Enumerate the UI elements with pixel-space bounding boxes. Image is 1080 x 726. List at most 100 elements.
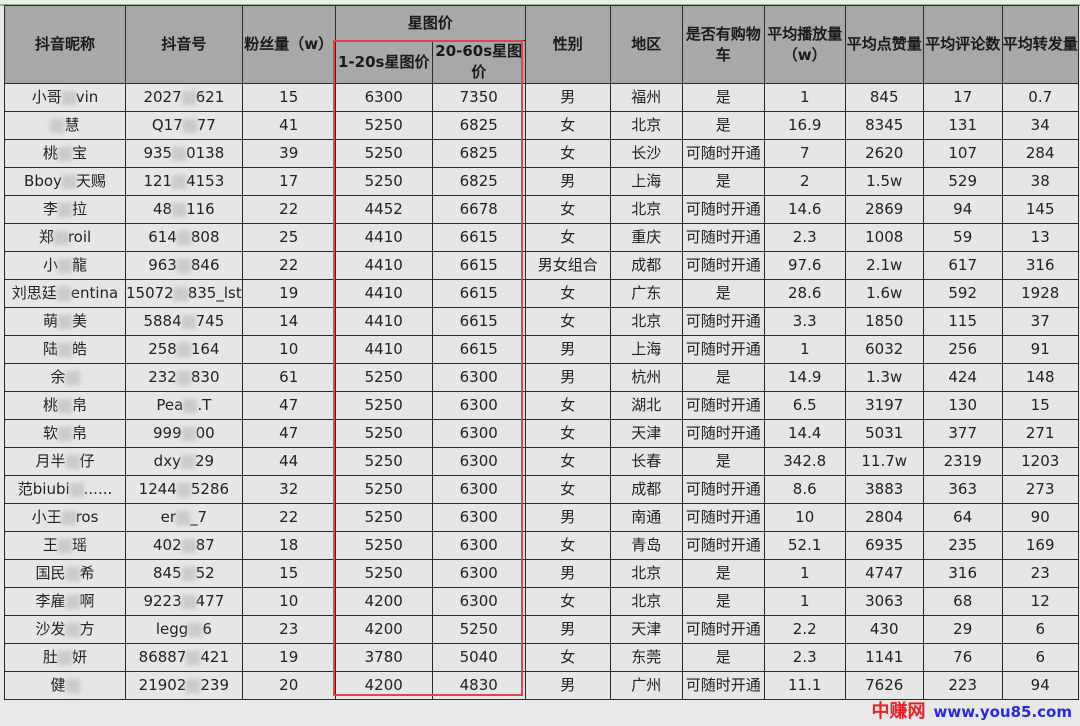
text-suffix: .T: [197, 396, 212, 414]
cell-nickname: 陆皓: [4, 335, 126, 364]
blurred-redaction: [186, 650, 201, 665]
text-suffix: vin: [75, 88, 99, 106]
cell-avg-play: 52.1: [763, 531, 846, 560]
text-prefix: 232: [148, 368, 177, 386]
text-suffix: 慧: [64, 116, 80, 134]
text-prefix: 121: [143, 172, 173, 190]
blurred-redaction: [65, 594, 80, 609]
cell-nickname: 李雇啊: [4, 587, 126, 616]
blurred-redaction: [65, 454, 80, 469]
text-prefix: 963: [148, 256, 177, 274]
text-prefix: 86887: [138, 648, 187, 666]
header-price-1-20s: 1-20s星图价: [334, 40, 433, 84]
text-suffix: 835_lst: [187, 284, 242, 302]
blurred-redaction: [186, 678, 201, 693]
text-suffix: 6: [202, 620, 212, 638]
cell-account: 232 830: [125, 363, 243, 392]
cell-price-1-20s: 4452: [334, 195, 433, 224]
blurred-redaction: [181, 594, 196, 609]
blurred-redaction: [65, 566, 80, 581]
blurred-redaction: [58, 146, 72, 161]
table-row: 小王 ros er _7 22 5250 6300 男南通 可随时开通 10 2804 64 90: [4, 503, 1079, 532]
header-account: 抖音号: [125, 5, 243, 84]
cell-avg-comment: 617: [922, 251, 1003, 280]
cell-region: 南通: [609, 503, 683, 532]
cell-nickname: 月半仔: [4, 447, 126, 476]
cell-account: Q17 77: [125, 111, 243, 140]
cell-price-20-60s: 6300: [431, 447, 526, 476]
cell-nickname: 萌美: [4, 307, 126, 336]
cell-price-1-20s: 5250: [334, 447, 433, 476]
blurred-redaction: [183, 398, 198, 413]
blurred-redaction: [58, 258, 72, 273]
text-suffix: 846: [190, 256, 220, 274]
cell-avg-play: 28.6: [763, 279, 846, 308]
text-prefix: 21902: [138, 676, 187, 694]
table-row: 健 21902 239 20 4200 4830 男广州 可随时开通 11.1 7626 223 94: [4, 671, 1079, 700]
cell-avg-share: 0.7: [1001, 83, 1079, 112]
table-row: Bboy 天赐 121 4153 17 5250 6825 男上海是 2 1.5w 529 38: [4, 167, 1079, 196]
text-prefix: 999: [152, 424, 182, 442]
header-avg-like: 平均点赞量: [844, 5, 924, 84]
table-row: 桃帛 Pea .T 47 5250 6300 女湖北 可随时开通 6.5 3197 130 15: [4, 391, 1079, 420]
cell-avg-comment: 592: [922, 279, 1003, 308]
blurred-redaction: [58, 650, 72, 665]
cell-avg-share: 1928: [1001, 279, 1079, 308]
cell-avg-like: 4747: [844, 559, 924, 588]
cell-avg-play: 14.6: [763, 195, 846, 224]
cell-avg-like: 1008: [844, 223, 924, 252]
text-suffix: 希: [79, 564, 95, 582]
table-row: 小哥 vin 2027 621 15 6300 7350 男福州是 1 845 17 0.7: [4, 83, 1079, 112]
cell-avg-comment: 223: [922, 671, 1003, 700]
cell-price-1-20s: 5250: [334, 503, 433, 532]
cell-cart: 是: [681, 279, 765, 308]
cell-gender: 女: [524, 475, 611, 504]
cell-account: legg 6: [125, 615, 243, 644]
blurred-redaction: [58, 202, 72, 217]
cell-region: 青岛: [609, 531, 683, 560]
cell-price-1-20s: 4200: [334, 671, 433, 700]
blurred-redaction: [176, 370, 191, 385]
text-prefix: 48: [152, 200, 173, 218]
text-suffix: roil: [67, 228, 92, 246]
cell-account: 48 116: [125, 195, 243, 224]
text-prefix: Bboy: [24, 172, 62, 190]
cell-nickname: 健: [4, 671, 126, 700]
cell-account: dxy 29: [125, 447, 243, 476]
cell-gender: 女: [524, 279, 611, 308]
blurred-redaction: [176, 482, 191, 497]
text-suffix: 宝: [72, 144, 88, 162]
text-suffix: 天赐: [75, 172, 106, 190]
cell-price-1-20s: 5250: [334, 167, 433, 196]
table-row: 桃宝 935 0138 39 5250 6825 女长沙 可随时开通 7 2620 107 284: [4, 139, 1079, 168]
cell-avg-comment: 363: [922, 475, 1003, 504]
cell-cart: 是: [681, 167, 765, 196]
table-row: 范biubi...... 1244 5286 32 5250 6300 女成都 可随时开通 8.…: [4, 475, 1079, 504]
cell-gender: 女: [524, 531, 611, 560]
text-suffix: 29: [194, 452, 215, 470]
cell-price-1-20s: 5250: [334, 391, 433, 420]
cell-price-1-20s: 4200: [334, 615, 433, 644]
text-prefix: er: [160, 508, 177, 526]
text-prefix: 李: [42, 200, 58, 218]
cell-price-1-20s: 4410: [334, 251, 433, 280]
cell-gender: 男: [524, 615, 611, 644]
cell-region: 成都: [609, 475, 683, 504]
text-suffix: 4153: [186, 172, 225, 190]
cell-account: 15072 835_lst: [125, 279, 243, 308]
cell-price-1-20s: 5250: [334, 531, 433, 560]
text-prefix: 5884: [143, 312, 182, 330]
blurred-redaction: [58, 314, 72, 329]
cell-price-1-20s: 4410: [334, 223, 433, 252]
blurred-redaction: [188, 622, 203, 637]
header-region: 地区: [609, 5, 683, 84]
cell-avg-like: 845: [844, 83, 924, 112]
blurred-redaction: [56, 286, 71, 301]
text-prefix: 健: [50, 676, 66, 694]
cell-avg-play: 16.9: [763, 111, 846, 140]
header-nickname: 抖音昵称: [4, 5, 126, 84]
cell-avg-like: 3883: [844, 475, 924, 504]
text-suffix: ros: [75, 508, 99, 526]
table-row: 王瑶 402 87 18 5250 6300 女青岛 可随时开通 52.1 6935 235 169: [4, 531, 1079, 560]
cell-gender: 男: [524, 167, 611, 196]
